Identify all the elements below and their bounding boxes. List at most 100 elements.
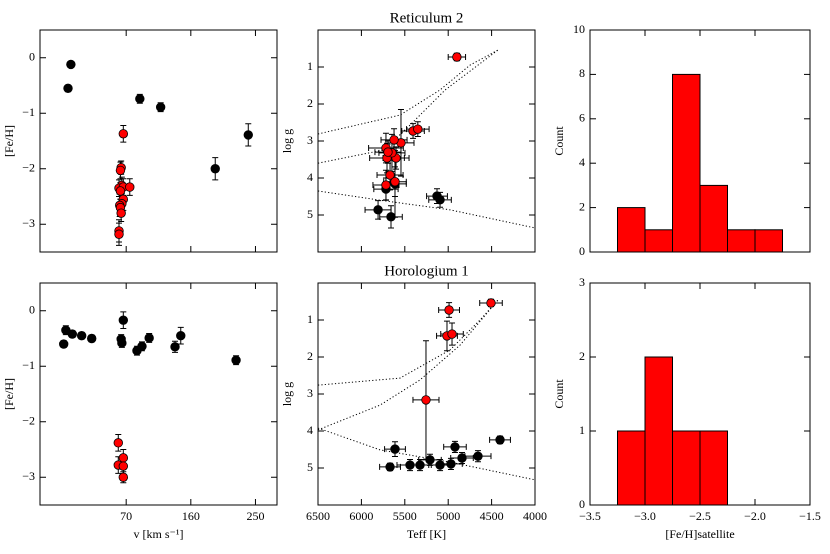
- x-axis-label: v [km s⁻¹]: [134, 527, 184, 541]
- isochrone: [317, 299, 499, 431]
- bar: [672, 73, 701, 253]
- point: [115, 186, 126, 196]
- y-tick-label: −1: [22, 105, 35, 119]
- y-tick-label: 4: [307, 170, 313, 184]
- point: [210, 164, 220, 174]
- point: [243, 130, 253, 140]
- point: [435, 195, 445, 205]
- point: [170, 342, 180, 352]
- bar: [644, 356, 673, 506]
- x-tick-label: −3.0: [634, 509, 656, 523]
- y-tick-label: 2: [307, 349, 313, 363]
- point: [389, 135, 399, 145]
- point: [425, 455, 435, 465]
- y-tick-label: 2: [579, 349, 585, 363]
- y-tick-label: −2: [22, 414, 35, 428]
- y-tick-label: 6: [579, 111, 585, 125]
- point: [155, 102, 166, 112]
- x-tick-label: 160: [182, 509, 200, 523]
- y-tick-label: 4: [579, 155, 585, 169]
- y-tick-label: 0: [579, 244, 585, 258]
- y-tick-label: 3: [579, 275, 585, 289]
- point: [114, 229, 124, 239]
- y-tick-label: 4: [307, 423, 313, 437]
- y-tick-label: 5: [307, 460, 313, 474]
- x-tick-label: 6500: [306, 509, 330, 523]
- y-tick-label: 5: [307, 207, 313, 221]
- x-tick-label: −2.5: [689, 509, 711, 523]
- y-tick-label: 8: [579, 66, 585, 80]
- y-axis-label: [Fe/H]: [2, 378, 16, 410]
- bar: [672, 430, 701, 506]
- point: [115, 165, 126, 176]
- axes-frame: [317, 282, 536, 506]
- point: [67, 329, 78, 339]
- point: [486, 298, 496, 308]
- point: [435, 460, 445, 470]
- point: [66, 59, 76, 70]
- x-axis-label: Teff [K]: [407, 527, 446, 541]
- x-tick-label: 70: [120, 509, 132, 523]
- point: [386, 212, 396, 222]
- x-tick-label: 6000: [349, 509, 373, 523]
- point: [231, 355, 241, 365]
- point: [444, 305, 454, 315]
- y-tick-label: −1: [22, 358, 35, 372]
- point: [413, 124, 423, 134]
- x-tick-label: 4000: [523, 509, 547, 523]
- point: [447, 329, 457, 339]
- point: [405, 460, 415, 470]
- point: [390, 444, 400, 454]
- isochrone: [317, 427, 536, 481]
- isochrone: [317, 49, 499, 164]
- x-tick-label: 250: [246, 509, 264, 523]
- bar: [617, 207, 646, 253]
- bar: [754, 229, 783, 253]
- y-tick-label: 1: [307, 312, 313, 326]
- y-tick-label: 2: [579, 199, 585, 213]
- point: [118, 129, 129, 139]
- axes-frame: [589, 282, 811, 506]
- panel-title: Reticulum 2: [390, 10, 464, 26]
- point: [59, 339, 69, 349]
- bar: [699, 184, 728, 253]
- x-tick-label: 5500: [393, 509, 417, 523]
- point: [76, 331, 87, 341]
- point: [457, 453, 467, 463]
- axes-frame: [39, 29, 278, 253]
- point: [144, 333, 154, 343]
- point: [137, 341, 147, 351]
- x-tick-label: 4500: [480, 509, 504, 523]
- isochrone: [317, 299, 499, 386]
- point: [495, 435, 505, 445]
- y-axis-label: Count: [552, 126, 566, 156]
- y-tick-label: −3: [22, 216, 35, 230]
- bar: [727, 229, 756, 253]
- y-tick-label: 10: [573, 22, 585, 36]
- point: [415, 460, 425, 470]
- point: [450, 442, 460, 452]
- point: [118, 461, 129, 471]
- isochrone: [317, 49, 499, 135]
- axes-frame: [39, 282, 278, 506]
- point: [373, 205, 383, 215]
- y-axis-label: [Fe/H]: [2, 125, 16, 157]
- x-axis-label: [Fe/H]satellite: [665, 527, 734, 541]
- x-tick-label: −3.5: [579, 509, 601, 523]
- y-tick-label: −3: [22, 469, 35, 483]
- isochrone: [317, 190, 536, 229]
- y-axis-label: log g: [280, 129, 294, 153]
- panel-title: Horologium 1: [384, 263, 469, 279]
- point: [383, 147, 393, 157]
- y-tick-label: 0: [29, 303, 35, 317]
- point: [452, 52, 462, 62]
- axes-frame: [589, 29, 811, 253]
- point: [473, 451, 483, 461]
- y-tick-label: 3: [307, 133, 313, 147]
- point: [421, 395, 431, 405]
- x-tick-label: −2.0: [744, 509, 766, 523]
- point: [125, 182, 135, 192]
- point: [135, 94, 145, 104]
- point: [63, 83, 73, 93]
